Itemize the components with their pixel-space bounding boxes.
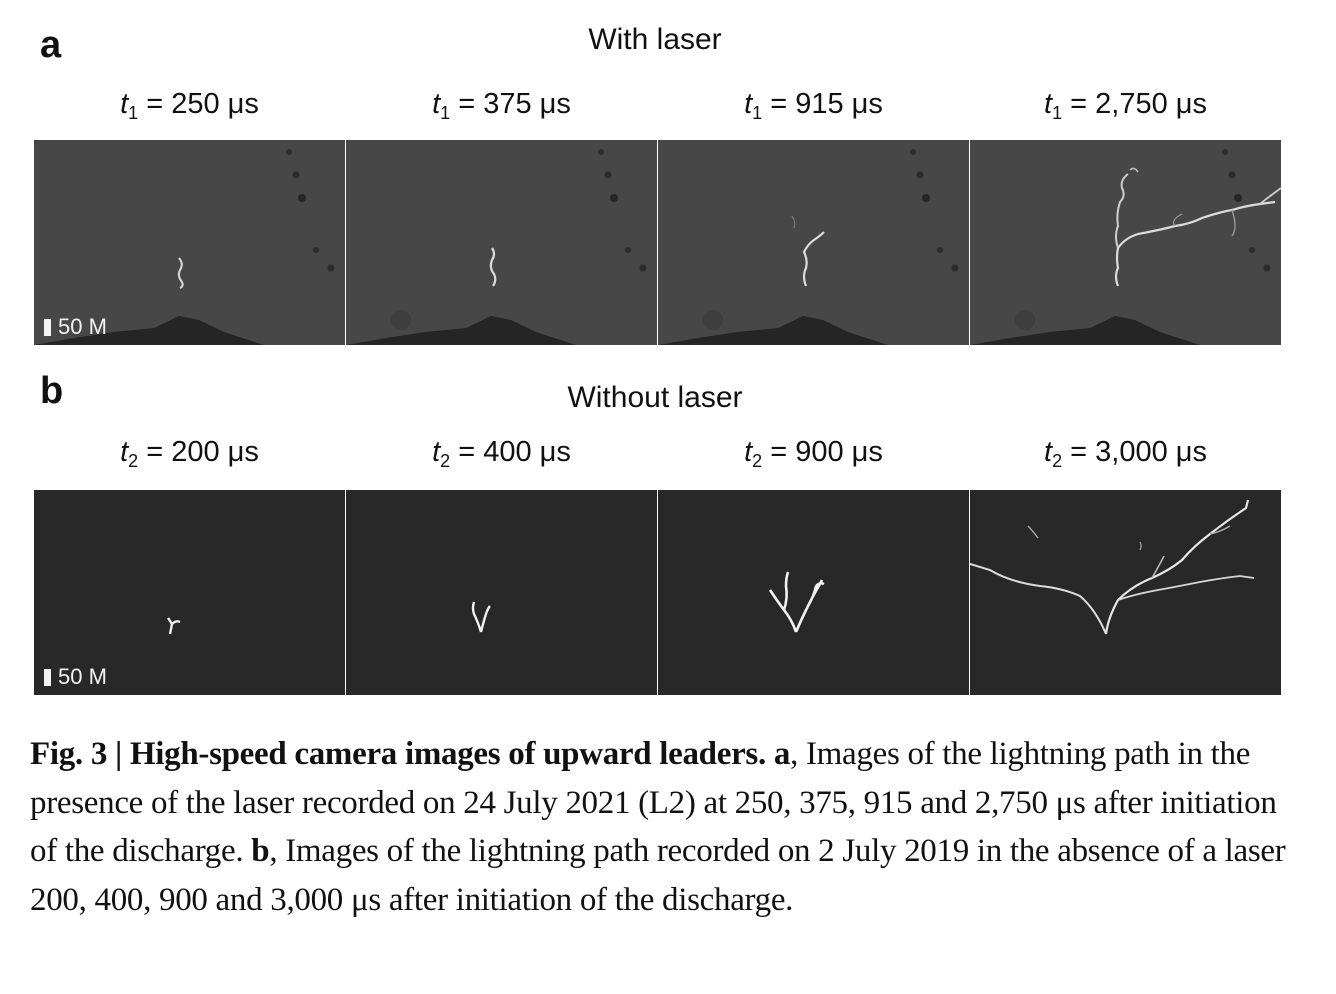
panel-a-frame-1: 50 M: [34, 140, 345, 345]
caption-label: Fig. 3 | High-speed camera images of upw…: [30, 736, 766, 772]
panel-b-time-label-2: t2 = 400 μs: [432, 436, 571, 471]
panel-b-title: Without laser: [567, 381, 743, 414]
panel-a-frame-2: [346, 140, 657, 345]
caption-b-text: , Images of the lightning path recorded …: [30, 833, 1286, 918]
scale-bar: 50 M: [44, 664, 107, 690]
panel-b-letter: b: [40, 370, 64, 412]
panel-a-letter: a: [40, 24, 62, 66]
panel-b-time-label-1: t2 = 200 μs: [120, 436, 259, 471]
scale-bar: 50 M: [44, 314, 107, 340]
panel-b-frames: 50 M: [34, 490, 1281, 695]
caption-a-text: , Images of the lightning path in the pr…: [30, 736, 1277, 869]
panel-b-frame-4: [970, 490, 1281, 695]
panel-a-title: With laser: [588, 23, 722, 56]
panel-b-time-label-4: t2 = 3,000 μs: [1044, 436, 1207, 471]
panel-a-time-label-1: t1 = 250 μs: [120, 88, 259, 123]
panel-a-time-label-4: t1 = 2,750 μs: [1044, 88, 1207, 123]
panel-a-frames: 50 M: [34, 140, 1281, 345]
panel-b-frame-3: [658, 490, 969, 695]
panel-a-time-label-2: t1 = 375 μs: [432, 88, 571, 123]
caption-a-label: a: [773, 736, 791, 772]
panel-b-frame-1: 50 M: [34, 490, 345, 695]
figure-caption: Fig. 3 | High-speed camera images of upw…: [30, 730, 1300, 924]
panel-a-frame-4: [970, 140, 1281, 345]
panel-b-frame-2: [346, 490, 657, 695]
panel-a-frame-3: [658, 140, 969, 345]
panel-a-time-label-3: t1 = 915 μs: [744, 88, 883, 123]
panel-b-time-label-3: t2 = 900 μs: [744, 436, 883, 471]
caption-b-label: b: [251, 833, 270, 869]
